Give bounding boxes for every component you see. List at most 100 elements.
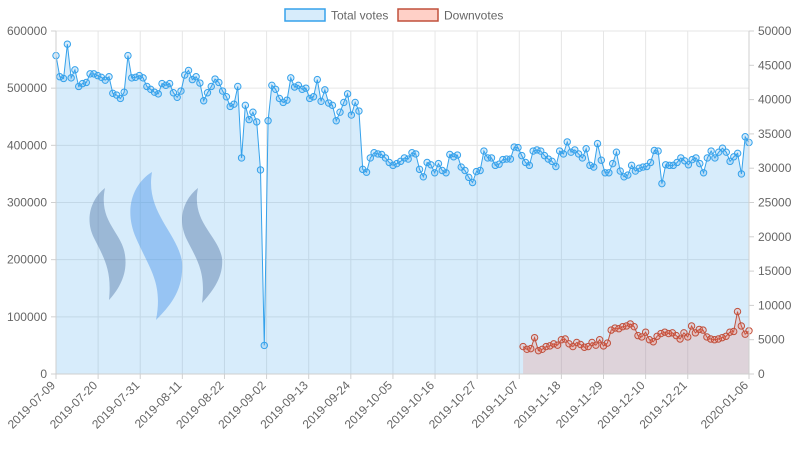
total-votes-point (480, 147, 488, 155)
total-votes-point (620, 173, 628, 181)
steem-logo-icon (89, 172, 223, 320)
y-right-tick-label: 10000 (758, 298, 792, 312)
total-votes-point (449, 153, 458, 161)
downvotes-point (630, 322, 638, 331)
total-votes-point (711, 154, 719, 162)
total-votes-point (412, 150, 420, 158)
total-votes-point (442, 169, 450, 177)
total-votes-point (124, 51, 132, 60)
total-votes-point (427, 161, 435, 169)
y-right-tick-label: 35000 (758, 127, 792, 141)
chart-legend[interactable]: Total votes Downvotes (284, 8, 503, 23)
downvotes-point (676, 335, 684, 343)
downvotes-point (645, 336, 654, 344)
total-votes-point (578, 154, 587, 162)
downvotes-point (634, 331, 642, 340)
total-votes-point (340, 98, 348, 107)
total-votes-point (264, 117, 272, 125)
total-votes-point (82, 78, 91, 87)
total-votes-point (336, 108, 344, 116)
y-left-tick-label: 100000 (7, 310, 47, 324)
total-votes-point (446, 150, 454, 159)
total-votes-point (324, 99, 333, 107)
y-left-tick-label: 400000 (7, 138, 47, 152)
y-right-tick-label: 20000 (758, 230, 792, 244)
y-right-tick-label: 50000 (758, 24, 792, 38)
total-votes-point (590, 163, 598, 171)
legend-item-downvotes[interactable]: Downvotes (397, 8, 503, 23)
downvotes-area-fill (523, 311, 749, 374)
downvotes-point (603, 339, 612, 347)
y-right-tick-label: 15000 (758, 264, 792, 278)
total-votes-point (343, 90, 352, 98)
total-votes-point (563, 138, 571, 146)
total-votes-point (313, 75, 321, 84)
total-votes-point (218, 87, 227, 95)
total-votes-point (105, 73, 113, 81)
total-votes-point (646, 158, 655, 167)
total-votes-point (93, 71, 102, 80)
total-votes-point (654, 147, 662, 155)
total-votes-point (158, 79, 166, 88)
y-right-tick-label: 40000 (758, 93, 792, 107)
total-votes-point (177, 87, 185, 95)
total-votes-point (249, 108, 257, 116)
total-votes-point (404, 155, 412, 163)
downvotes-point (737, 322, 746, 330)
downvotes-area (523, 311, 749, 374)
total-votes-point (355, 107, 363, 115)
total-votes-point (222, 93, 231, 101)
total-votes-point (245, 115, 253, 124)
total-votes-point (476, 166, 484, 175)
total-votes-point (430, 169, 439, 177)
y-left-tick-label: 600000 (7, 24, 47, 38)
total-votes-point (196, 79, 204, 87)
total-votes-point (389, 161, 397, 170)
total-votes-point (306, 94, 314, 103)
total-votes-point (287, 74, 295, 82)
downvotes-point (714, 335, 723, 343)
total-votes-point (184, 66, 193, 75)
total-votes-point (393, 159, 401, 168)
downvotes-point (661, 328, 669, 336)
total-votes-point (461, 166, 469, 175)
total-votes-point (552, 162, 560, 171)
legend-swatch-total-votes (284, 8, 326, 22)
downvotes-point (622, 322, 631, 330)
downvotes-point (527, 344, 535, 353)
y-left-tick-label: 200000 (7, 253, 47, 267)
legend-swatch-downvotes (397, 8, 439, 22)
downvotes-point (561, 335, 569, 343)
total-votes-point (468, 178, 477, 187)
total-votes-point (453, 151, 462, 159)
total-votes-point (203, 89, 212, 97)
y-right-tick-label: 30000 (758, 161, 792, 175)
total-votes-point (109, 89, 117, 98)
total-votes-point (465, 173, 473, 182)
total-votes-point (699, 169, 708, 177)
y-left-tick-label: 500000 (7, 81, 47, 95)
y-right-tick-label: 5000 (758, 333, 785, 347)
downvotes-point (550, 340, 558, 348)
total-votes-point (737, 170, 746, 178)
downvotes-point (703, 333, 711, 341)
total-votes-point (173, 93, 181, 102)
total-votes-point (279, 98, 287, 107)
total-votes-point (150, 88, 159, 96)
steem-logo-stroke-center (130, 172, 183, 320)
total-votes-point (733, 149, 742, 158)
total-votes-point (438, 166, 446, 175)
total-votes-point (434, 159, 443, 168)
total-votes-point (548, 157, 556, 166)
total-votes-point (567, 148, 575, 156)
total-votes-point (230, 100, 238, 108)
total-votes-point (419, 173, 428, 181)
total-votes-point (366, 154, 375, 162)
total-votes-point (253, 118, 261, 126)
total-votes-point (234, 82, 242, 91)
legend-item-total-votes[interactable]: Total votes (284, 8, 388, 23)
total-votes-point (688, 155, 696, 164)
downvotes-point (733, 307, 742, 316)
y-right-tick-label: 0 (758, 367, 765, 381)
